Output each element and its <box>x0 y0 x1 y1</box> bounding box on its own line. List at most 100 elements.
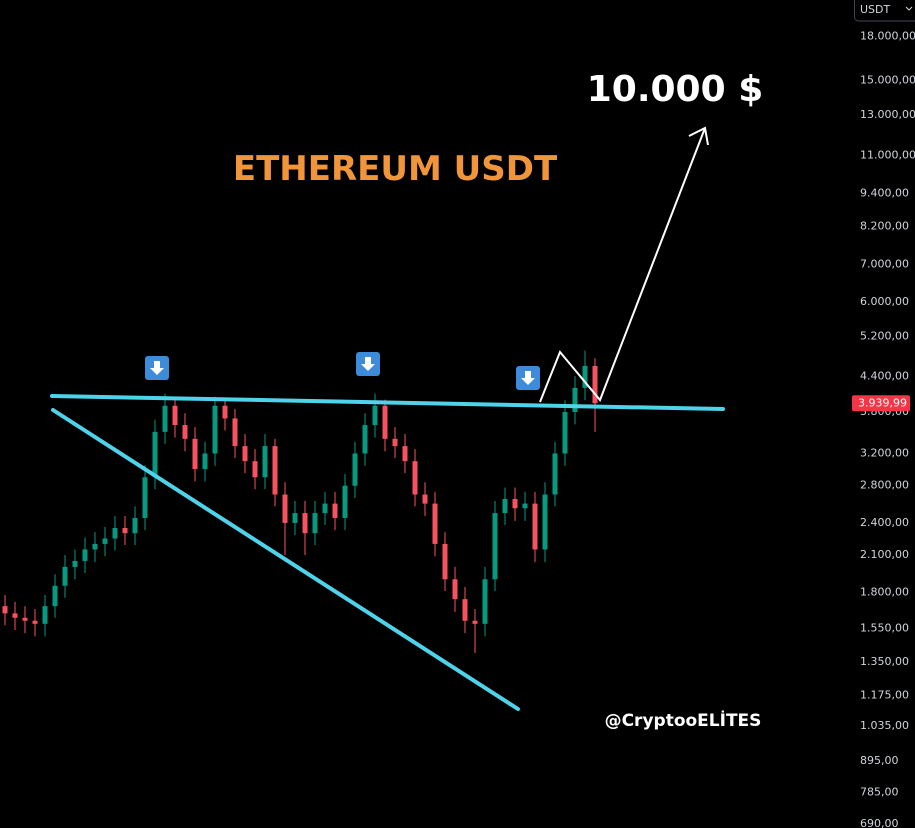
candle-body <box>362 425 368 454</box>
candle-body <box>142 477 148 518</box>
candle-body <box>162 405 168 432</box>
currency-dropdown[interactable]: USDT <box>854 0 915 22</box>
candle-body <box>102 538 108 544</box>
candle-body <box>262 446 268 478</box>
candle-body <box>522 503 528 509</box>
candle-body <box>462 599 468 621</box>
y-tick-label: 13.000,00 <box>860 108 915 121</box>
price-axis: 18.000,00 15.000,00 13.000,00 11.000,00 9.40… <box>852 30 915 828</box>
candle-body <box>342 485 348 518</box>
candle-body <box>412 461 418 495</box>
candle-body <box>52 585 58 607</box>
candle-body <box>32 620 38 624</box>
candle-body <box>312 513 318 534</box>
y-tick-label: 3.200,00 <box>860 446 909 459</box>
candle-body <box>62 566 68 586</box>
y-tick-label: 1.035,00 <box>860 719 909 732</box>
candle-body <box>132 517 138 534</box>
dropdown-chevron[interactable] <box>905 6 913 11</box>
y-tick-label: 895,00 <box>860 754 899 767</box>
down-arrow-icon <box>356 352 380 376</box>
candle-body <box>2 606 8 614</box>
support-line <box>51 408 520 711</box>
candle-body <box>322 503 328 514</box>
candle-body <box>472 620 478 624</box>
last-price-label: 3.939,99 <box>858 396 907 409</box>
candle-body <box>82 549 88 561</box>
candle-body <box>432 503 438 544</box>
candle-body <box>452 579 458 600</box>
candle-body <box>572 387 578 413</box>
candle-body <box>282 494 288 523</box>
candle-body <box>492 513 498 580</box>
candle-body <box>502 499 508 514</box>
arrow-head <box>688 126 709 146</box>
candle-body <box>202 453 208 470</box>
candle-body <box>442 543 448 580</box>
author-annotation: @CryptooELİTES <box>605 709 762 731</box>
y-tick-label: 785,00 <box>860 786 899 799</box>
y-tick-label: 1.175,00 <box>860 688 909 701</box>
resistance-line <box>50 394 725 411</box>
y-tick-label: 4.400,00 <box>860 370 909 383</box>
candle-body <box>482 579 488 624</box>
candle-body <box>352 453 358 486</box>
down-arrow-icon <box>145 356 169 380</box>
y-tick-label: 5.200,00 <box>860 329 909 342</box>
candle-body <box>212 405 218 454</box>
last-price-tag <box>852 395 910 412</box>
candle-body <box>542 494 548 550</box>
candle-body <box>292 513 298 523</box>
candle-body <box>562 412 568 454</box>
projection-arrow <box>539 127 706 403</box>
candle-body <box>232 418 238 447</box>
y-tick-label: 2.400,00 <box>860 516 909 529</box>
candle-body <box>372 405 378 426</box>
candle-body <box>172 405 178 426</box>
y-tick-label: 1.350,00 <box>860 655 909 668</box>
candle-body <box>382 405 388 439</box>
candle-body <box>92 543 98 550</box>
candle-body <box>242 446 248 462</box>
candle-body <box>532 503 538 550</box>
y-tick-label: 7.000,00 <box>860 258 909 271</box>
candle-body <box>22 617 28 621</box>
candle-body <box>192 438 198 470</box>
candle-body <box>12 613 18 618</box>
y-tick-label: 1.550,00 <box>860 621 909 634</box>
candle-body <box>332 503 338 518</box>
candles <box>2 350 598 654</box>
candle-body <box>302 513 308 534</box>
y-tick-label: 11.000,00 <box>860 148 915 161</box>
candle-body <box>42 606 48 624</box>
chart-title: ETHEREUM USDT <box>233 149 558 189</box>
y-tick-label: 8.200,00 <box>860 219 909 232</box>
down-arrow-icon <box>516 366 540 390</box>
candle-body <box>582 365 588 388</box>
candle-body <box>272 446 278 495</box>
candle-body <box>182 425 188 439</box>
candle-body <box>402 446 408 462</box>
currency-label[interactable]: USDT <box>860 3 891 16</box>
candle-body <box>252 461 258 478</box>
dropdown-box[interactable] <box>854 0 915 22</box>
y-tick-label: 2.800,00 <box>860 479 909 492</box>
y-tick-label: 18.000,00 <box>860 30 915 43</box>
candle-body <box>592 365 598 404</box>
candle-body <box>122 528 128 534</box>
y-tick-label: 15.000,00 <box>860 74 915 87</box>
target-annotation: 10.000 $ <box>587 69 764 110</box>
y-tick-label: 6.000,00 <box>860 295 909 308</box>
candle-body <box>72 560 78 567</box>
candle-body <box>512 499 518 509</box>
candle-body <box>152 431 158 478</box>
y-tick-label: 2.100,00 <box>860 548 909 561</box>
y-tick-label: 1.800,00 <box>860 585 909 598</box>
candle-body <box>222 405 228 419</box>
candle-body <box>392 438 398 447</box>
candle-body <box>112 528 118 539</box>
candle-body <box>422 494 428 504</box>
